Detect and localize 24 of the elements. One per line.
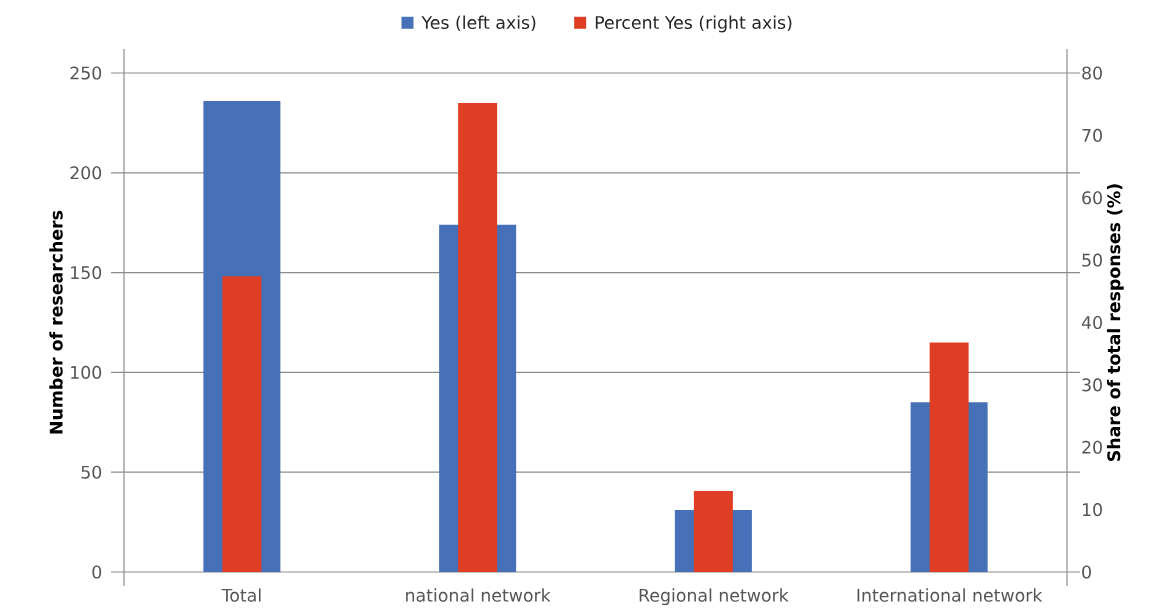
y-tick-label: 0 <box>92 565 102 579</box>
y2-tick-label: 80 <box>1082 66 1102 80</box>
y-tick-label: 100 <box>71 365 102 379</box>
x-tick-label: Total <box>221 588 261 602</box>
x-tick-label: national network <box>406 588 551 602</box>
y-tick-label: 250 <box>70 66 102 80</box>
legend-label: Yes (left axis) <box>421 15 536 32</box>
x-tick-label: International network <box>857 588 1043 602</box>
y2-tick-label: 40 <box>1081 315 1102 330</box>
y-tick-label: 50 <box>81 465 102 479</box>
y2-tick-label: 0 <box>1082 565 1091 579</box>
y2-axis-title: Share of total responses (%) <box>1106 184 1124 461</box>
y-axis-title: Number of researchers <box>49 210 63 434</box>
y-tick-label: 150 <box>71 266 102 280</box>
y2-tick-label: 50 <box>1082 253 1102 267</box>
y2-tick-label: 10 <box>1082 503 1102 517</box>
y2-tick-label: 20 <box>1082 440 1102 454</box>
legend-label: Percent Yes (right axis) <box>595 15 792 33</box>
y2-tick-label: 30 <box>1082 378 1102 392</box>
y2-tick-label: 70 <box>1082 128 1102 142</box>
bar <box>222 276 262 572</box>
x-tick-label: Regional network <box>639 588 789 606</box>
y-tick-label: 200 <box>70 166 102 180</box>
y2-tick-label: 60 <box>1082 191 1102 205</box>
